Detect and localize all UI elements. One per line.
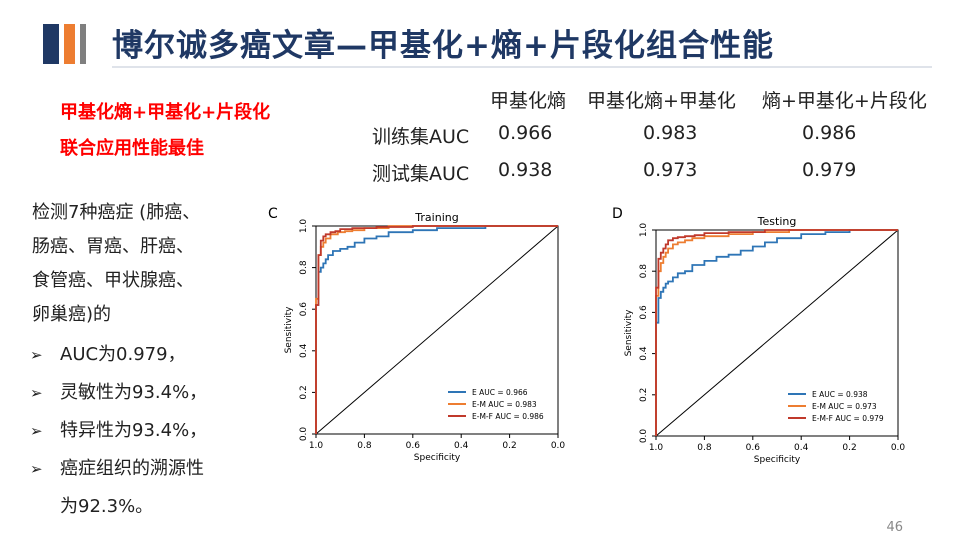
table-row-label-train: 训练集AUC — [372, 126, 470, 148]
title-deco-orange — [64, 24, 75, 64]
x-tick-label: 0.8 — [697, 443, 712, 453]
description-line: 卵巢癌)的 — [32, 304, 112, 325]
x-tick-label: 0.0 — [891, 443, 906, 453]
y-tick-label: 0.4 — [299, 343, 309, 358]
panel-label-c: C — [268, 206, 278, 222]
table-header-3: 熵+甲基化+片段化 — [762, 90, 927, 112]
table-cell-train-3: 0.986 — [802, 122, 857, 144]
legend-entry: E AUC = 0.966 — [472, 388, 528, 397]
panel-label-d: D — [612, 206, 623, 222]
table-cell-train-1: 0.966 — [498, 122, 553, 144]
y-tick-label: 0.2 — [299, 385, 309, 399]
legend-entry: E AUC = 0.938 — [812, 390, 868, 399]
description-line: 食管癌、甲状腺癌、 — [32, 270, 194, 291]
y-tick-label: 0.0 — [639, 429, 649, 444]
x-tick-label: 0.2 — [842, 443, 856, 453]
legend-entry: E-M-F AUC = 0.986 — [472, 412, 544, 421]
roc-curve-series-0 — [315, 225, 558, 434]
arrow-bullet-icon: ➢ — [30, 384, 43, 402]
y-tick-label: 1.0 — [639, 223, 649, 238]
x-tick-label: 0.6 — [406, 441, 421, 451]
table-header-1: 甲基化熵 — [490, 90, 567, 112]
diagonal-line — [655, 229, 899, 437]
bullet-item: ➢ 癌症组织的溯源性 — [30, 450, 207, 488]
highlight-line-1: 甲基化熵+甲基化+片段化 — [60, 102, 271, 123]
y-tick-label: 0.4 — [639, 346, 649, 361]
bullet-item: ➢ 灵敏性为93.4%， — [30, 374, 207, 412]
x-tick-label: 0.0 — [551, 441, 566, 451]
description-line: 检测7种癌症 (肺癌、 — [32, 202, 201, 223]
highlight-line-2: 联合应用性能最佳 — [60, 138, 204, 159]
title-deco-gray — [80, 24, 86, 64]
y-tick-label: 0.6 — [299, 302, 309, 317]
bullet-item: 为92.3%。 — [60, 496, 154, 517]
y-tick-label: 1.0 — [299, 219, 309, 234]
roc-curve-series-2 — [655, 229, 898, 436]
page-number: 46 — [886, 520, 903, 535]
title-underline — [112, 66, 932, 68]
roc-curve-series-2 — [315, 225, 558, 434]
table-cell-test-3: 0.979 — [802, 159, 857, 181]
table-row-label-test: 测试集AUC — [372, 163, 470, 185]
x-tick-label: 0.6 — [746, 443, 761, 453]
y-tick-label: 0.8 — [299, 260, 309, 275]
x-tick-label: 0.4 — [794, 443, 809, 453]
table-cell-test-2: 0.973 — [643, 159, 698, 181]
arrow-bullet-icon: ➢ — [30, 346, 43, 364]
chart-title: Training — [414, 211, 458, 224]
roc-chart-training: Training 1.0 0.8 0.6 0.4 0.2 0.0 0.0 0.2 0.4 0.6 0.… — [284, 211, 566, 463]
y-tick-label: 0.8 — [639, 264, 649, 279]
page-title: 博尔诚多癌文章—甲基化+熵+片段化组合性能 — [112, 28, 774, 64]
bullet-item: ➢ AUC为0.979， — [30, 336, 207, 374]
y-tick-label: 0.6 — [639, 305, 649, 320]
description: 检测7种癌症 (肺癌、 肠癌、胃癌、肝癌、 食管癌、甲状腺癌、 卵巢癌)的 — [32, 196, 252, 332]
chart-title: Testing — [757, 215, 797, 228]
y-tick-label: 0.0 — [299, 427, 309, 442]
x-tick-label: 1.0 — [649, 443, 664, 453]
y-tick-label: 0.2 — [639, 388, 649, 402]
table-cell-train-2: 0.983 — [643, 122, 698, 144]
diagonal-line — [315, 225, 559, 435]
x-tick-label: 0.2 — [502, 441, 516, 451]
bullet-list: ➢ AUC为0.979， ➢ 灵敏性为93.4%， ➢ 特异性为93.4%， ➢ 癌症组… — [30, 336, 207, 526]
arrow-bullet-icon: ➢ — [30, 460, 43, 478]
x-tick-label: 0.8 — [357, 441, 372, 451]
roc-curve-series-0 — [655, 229, 898, 436]
legend-entry: E-M AUC = 0.973 — [812, 402, 877, 411]
arrow-bullet-icon: ➢ — [30, 422, 43, 440]
legend-entry: E-M AUC = 0.983 — [472, 400, 537, 409]
y-axis-label: Sensitivity — [284, 306, 294, 354]
y-axis-label: Sensitivity — [624, 309, 634, 357]
x-axis-label: Specificity — [414, 453, 461, 463]
x-tick-label: 0.4 — [454, 441, 469, 451]
x-tick-label: 1.0 — [309, 441, 324, 451]
x-axis-label: Specificity — [754, 455, 801, 465]
table-cell-test-1: 0.938 — [498, 159, 553, 181]
title-deco-navy — [43, 24, 59, 64]
description-line: 肠癌、胃癌、肝癌、 — [32, 236, 194, 257]
table-header-2: 甲基化熵+甲基化 — [587, 90, 736, 112]
roc-chart-testing: Testing 1.0 0.8 0.6 0.4 0.2 0.0 0.0 0.2 0.4 0.6 0.8… — [624, 215, 906, 465]
bullet-item: ➢ 特异性为93.4%， — [30, 412, 207, 450]
legend-entry: E-M-F AUC = 0.979 — [812, 414, 884, 423]
